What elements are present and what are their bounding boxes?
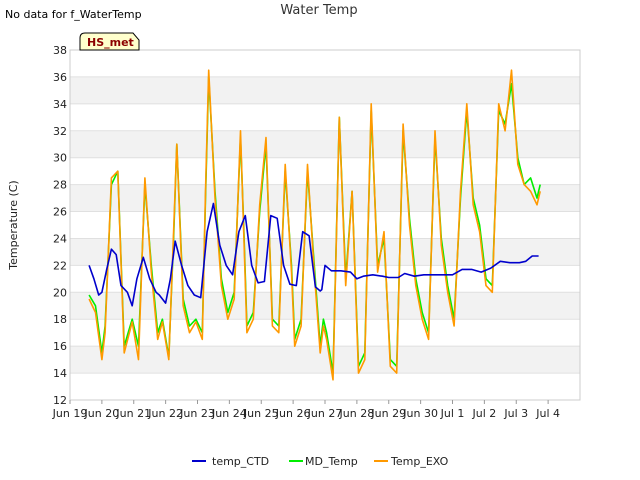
series-line-temp-exo: [88, 69, 541, 381]
x-tick-label: Jun 28: [339, 407, 375, 420]
station-tag-label: HS_met: [87, 36, 134, 49]
x-tick-label: Jul 1: [440, 407, 465, 420]
y-tick-label: 34: [53, 98, 67, 111]
no-data-note: No data for f_WaterTemp: [5, 8, 142, 21]
x-tick-label: Jul 4: [535, 407, 560, 420]
grid-bands: [70, 76, 580, 374]
grid-band: [70, 346, 580, 374]
x-tick-label: Jun 23: [179, 407, 215, 420]
y-tick-label: 32: [53, 125, 67, 138]
y-tick-label: 26: [53, 206, 67, 219]
x-tick-label: Jun 29: [370, 407, 406, 420]
y-tick-label: 28: [53, 179, 67, 192]
y-tick-label: 12: [53, 394, 67, 407]
legend-label-md-temp: MD_Temp: [305, 455, 358, 468]
grid-band: [70, 292, 580, 320]
station-tag: HS_met: [79, 32, 140, 51]
x-tick-label: Jun 27: [307, 407, 343, 420]
series-layer: [88, 69, 541, 381]
series-line-temp-ctd: [88, 202, 539, 307]
y-tick-label: 30: [53, 152, 67, 165]
y-tick-label: 22: [53, 259, 67, 272]
y-axis-ticks: 12 14 16 18 20 22 24 26 28 30 32 34 36 38: [53, 44, 67, 407]
legend-label-temp-ctd: temp_CTD: [212, 455, 269, 468]
x-tick-label: Jun 19: [52, 407, 88, 420]
legend-label-temp-exo: Temp_EXO: [390, 455, 449, 468]
grid-band: [70, 76, 580, 104]
y-tick-label: 38: [53, 44, 67, 57]
y-tick-label: 36: [53, 71, 67, 84]
x-tick-label: Jul 3: [503, 407, 528, 420]
y-tick-label: 24: [53, 232, 67, 245]
grid-band: [70, 130, 580, 158]
y-axis-label: Temperature (C): [7, 180, 20, 270]
chart-title: Water Temp: [280, 3, 357, 18]
y-tick-label: 14: [53, 367, 67, 380]
x-tick-label: Jun 26: [275, 407, 311, 420]
y-tick-label: 18: [53, 313, 67, 326]
grid-band: [70, 238, 580, 266]
x-tick-label: Jun 30: [402, 407, 438, 420]
x-tick-label: Jun 25: [243, 407, 279, 420]
x-tick-label: Jun 24: [211, 407, 247, 420]
x-tick-label: Jun 21: [115, 407, 151, 420]
y-tick-label: 20: [53, 286, 67, 299]
y-tick-label: 16: [53, 340, 67, 353]
x-tick-label: Jun 22: [147, 407, 183, 420]
legend: temp_CTD MD_Temp Temp_EXO: [192, 455, 449, 468]
x-tick-label: Jun 20: [84, 407, 120, 420]
station-tag-box: [79, 32, 140, 51]
x-tick-label: Jul 2: [471, 407, 496, 420]
